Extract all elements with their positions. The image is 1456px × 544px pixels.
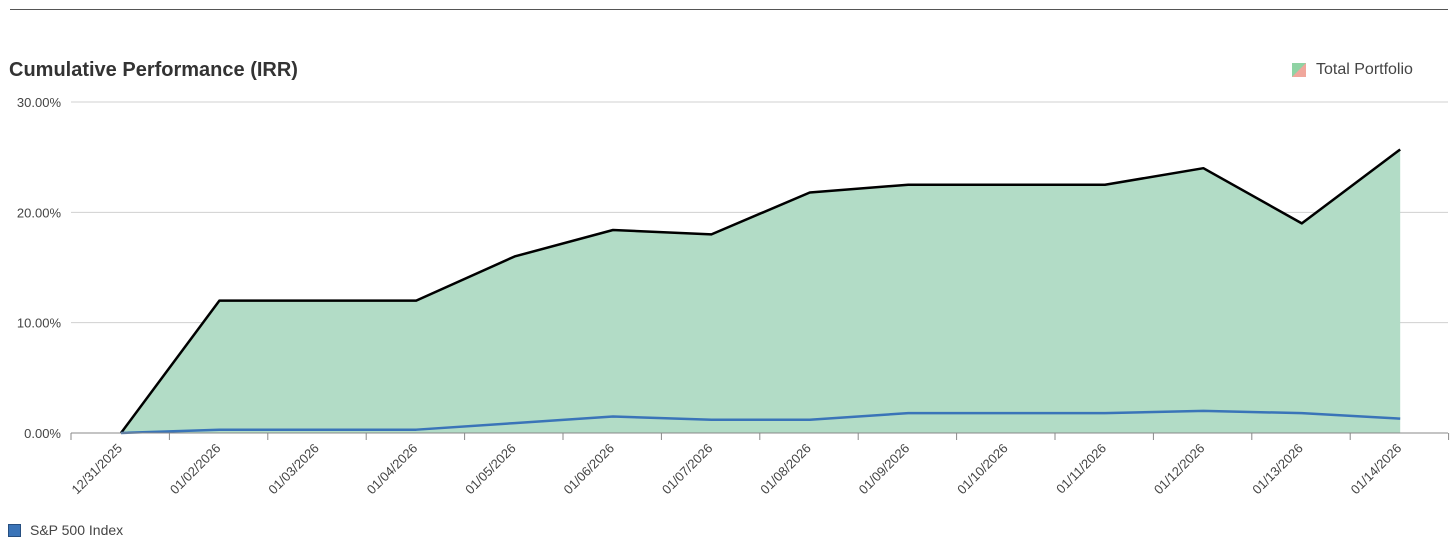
line-total-portfolio (119, 148, 1401, 434)
y-tick-label: 20.00% (17, 205, 62, 220)
legend-swatch-sp500-index (8, 523, 21, 537)
area-total-portfolio (121, 149, 1401, 433)
y-tick-label: 10.00% (17, 316, 62, 331)
x-tick-label: 01/10/2026 (954, 441, 1011, 498)
y-tick-label: 30.00% (17, 95, 62, 110)
chart-title: Cumulative Performance (IRR) (9, 59, 298, 81)
x-tick-label: 01/12/2026 (1151, 441, 1208, 498)
legend-label-total-portfolio: Total Portfolio (1316, 61, 1413, 78)
legend-label-sp500-index: S&P 500 Index (30, 522, 124, 538)
x-tick-label: 01/07/2026 (659, 441, 716, 498)
x-tick-label: 12/31/2025 (68, 441, 125, 498)
x-tick-label: 01/05/2026 (462, 441, 519, 498)
x-tick-label: 01/04/2026 (364, 441, 421, 498)
x-tick-label: 01/14/2026 (1348, 441, 1405, 498)
x-tick-label: 01/13/2026 (1249, 441, 1306, 498)
legend-sp500-index[interactable]: S&P 500 Index (8, 522, 123, 538)
y-tick-label: 0.00% (24, 426, 61, 441)
legend-swatch-total-portfolio (1292, 63, 1306, 77)
x-tick-label: 01/02/2026 (167, 441, 224, 498)
top-divider (10, 9, 1448, 10)
x-tick-label: 01/08/2026 (757, 441, 814, 498)
x-tick-label: 01/11/2026 (1053, 441, 1109, 497)
legend-total-portfolio[interactable]: Total Portfolio (1292, 61, 1413, 79)
x-tick-label: 01/06/2026 (560, 441, 617, 498)
x-tick-label: 01/09/2026 (856, 441, 913, 498)
line-sp500-index (120, 409, 1401, 435)
x-tick-label: 01/03/2026 (265, 441, 322, 498)
